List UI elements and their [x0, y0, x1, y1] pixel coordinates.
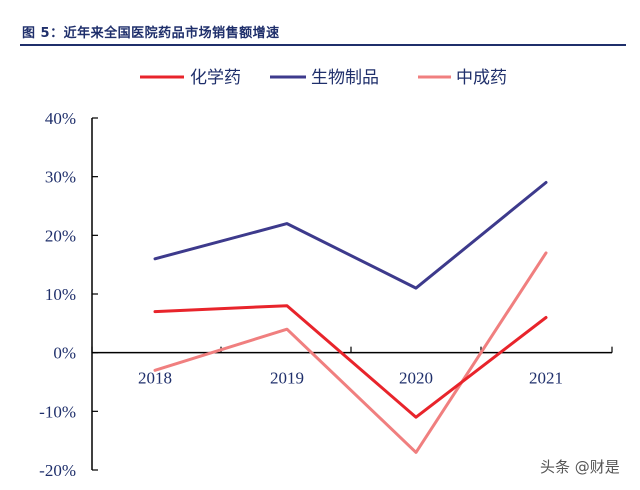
- figure-title: 图 5：近年来全国医院药品市场销售额增速: [22, 26, 280, 41]
- x-axis: 2018 2019 2020 2021: [91, 346, 613, 388]
- series-line-1: [153, 181, 548, 290]
- y-tick-label: 0%: [53, 344, 76, 363]
- legend-label-1: 生物制品: [311, 68, 379, 88]
- x-tick-label: 2018: [138, 369, 172, 388]
- legend: 化学药 生物制品 中成药: [140, 68, 507, 88]
- watermark: 头条 @财是: [540, 458, 620, 476]
- x-tick-label: 2020: [399, 369, 433, 388]
- x-tick-label: 2019: [270, 369, 304, 388]
- y-tick-label: 40%: [45, 109, 76, 128]
- y-tick-label: -10%: [39, 402, 76, 421]
- series-line-2: [153, 251, 548, 454]
- figure-header: 图 5：近年来全国医院药品市场销售额增速: [0, 0, 640, 46]
- series-line-0: [153, 304, 548, 419]
- legend-label-2: 中成药: [456, 68, 507, 88]
- x-tick-label: 2021: [529, 369, 563, 388]
- y-tick-label: 20%: [45, 226, 76, 245]
- y-tick-label: -20%: [39, 461, 76, 480]
- y-axis: -20% -10% 0% 10% 20% 30% 40%: [39, 109, 98, 480]
- y-tick-label: 30%: [45, 168, 76, 187]
- series-layer: [153, 181, 548, 454]
- title-rule: [20, 44, 626, 46]
- y-tick-label: 10%: [45, 285, 76, 304]
- legend-label-0: 化学药: [190, 68, 241, 88]
